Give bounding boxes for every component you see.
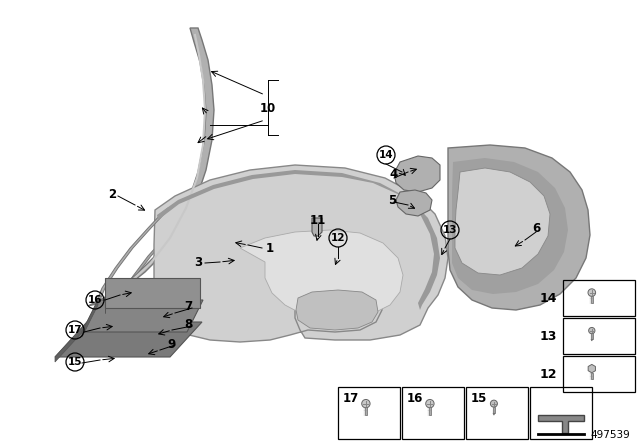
- Text: 497539: 497539: [590, 430, 630, 440]
- Polygon shape: [538, 415, 584, 433]
- Circle shape: [426, 400, 434, 408]
- Text: 1: 1: [266, 241, 274, 254]
- Polygon shape: [105, 278, 200, 308]
- Bar: [365, 408, 367, 415]
- Text: 10: 10: [260, 102, 276, 115]
- Polygon shape: [240, 230, 403, 318]
- Bar: [429, 408, 431, 415]
- Bar: [591, 333, 593, 339]
- Bar: [563, 280, 635, 316]
- Polygon shape: [448, 145, 590, 310]
- Text: 13: 13: [540, 329, 557, 343]
- Polygon shape: [154, 165, 448, 342]
- Polygon shape: [95, 208, 172, 305]
- Text: 13: 13: [443, 225, 457, 235]
- Text: 11: 11: [310, 214, 326, 227]
- Text: 5: 5: [388, 194, 396, 207]
- Text: 12: 12: [540, 367, 557, 380]
- Bar: [563, 318, 635, 354]
- Text: 15: 15: [471, 392, 488, 405]
- Text: 16: 16: [407, 392, 424, 405]
- Text: 17: 17: [343, 392, 359, 405]
- Circle shape: [589, 327, 595, 334]
- Bar: [466, 387, 528, 439]
- Polygon shape: [82, 300, 203, 332]
- Polygon shape: [82, 300, 98, 337]
- Text: 12: 12: [331, 233, 345, 243]
- Text: 14: 14: [379, 150, 394, 160]
- Text: 8: 8: [184, 319, 192, 332]
- Text: 6: 6: [532, 221, 540, 234]
- Polygon shape: [493, 414, 495, 415]
- Bar: [591, 296, 593, 303]
- Circle shape: [362, 400, 370, 408]
- Text: 17: 17: [68, 325, 83, 335]
- Text: 7: 7: [184, 301, 192, 314]
- Polygon shape: [591, 339, 593, 341]
- Circle shape: [588, 289, 596, 297]
- Polygon shape: [55, 322, 202, 357]
- Bar: [591, 373, 593, 379]
- Text: 4: 4: [390, 168, 398, 181]
- Text: 2: 2: [108, 189, 116, 202]
- Polygon shape: [130, 224, 207, 321]
- Bar: [338, 387, 400, 439]
- Polygon shape: [455, 168, 550, 275]
- Text: 14: 14: [540, 292, 557, 305]
- Polygon shape: [88, 28, 214, 306]
- Text: 15: 15: [68, 357, 83, 367]
- Polygon shape: [452, 158, 568, 294]
- Polygon shape: [113, 216, 190, 313]
- Polygon shape: [312, 218, 322, 236]
- Text: 3: 3: [194, 255, 202, 268]
- Polygon shape: [296, 290, 378, 330]
- Polygon shape: [396, 190, 432, 216]
- Circle shape: [490, 400, 497, 407]
- Text: 16: 16: [88, 295, 102, 305]
- Polygon shape: [394, 156, 440, 192]
- Bar: [493, 407, 495, 414]
- Polygon shape: [588, 364, 595, 373]
- Bar: [530, 387, 592, 439]
- Polygon shape: [157, 170, 440, 310]
- Text: 9: 9: [168, 337, 176, 350]
- Bar: [402, 387, 464, 439]
- Polygon shape: [55, 322, 87, 362]
- Bar: [563, 356, 635, 392]
